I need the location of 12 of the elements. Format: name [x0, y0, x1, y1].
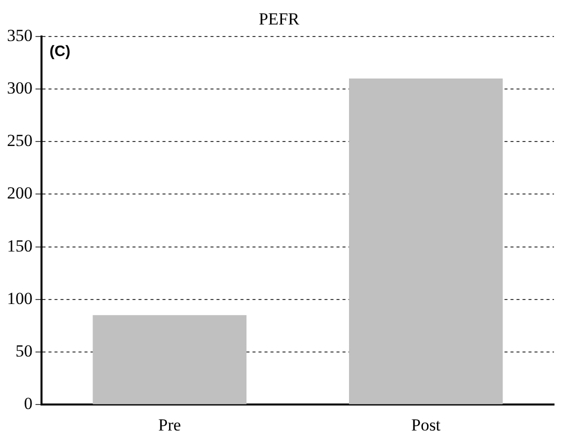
- y-tick-label: 200: [7, 184, 32, 203]
- y-tick-label: 0: [24, 394, 32, 414]
- y-tick-label: 300: [7, 78, 32, 98]
- chart-title: PEFR: [258, 10, 300, 29]
- y-tick-label: 150: [7, 236, 32, 256]
- y-tick-label: 350: [7, 26, 32, 45]
- y-tick-label: 50: [16, 341, 32, 360]
- y-tick-label: 250: [7, 131, 32, 150]
- annotation: (C): [50, 43, 70, 60]
- y-tick-label: 100: [7, 288, 32, 308]
- x-tick-label: Pre: [158, 415, 181, 434]
- x-tick-label: Post: [411, 415, 441, 434]
